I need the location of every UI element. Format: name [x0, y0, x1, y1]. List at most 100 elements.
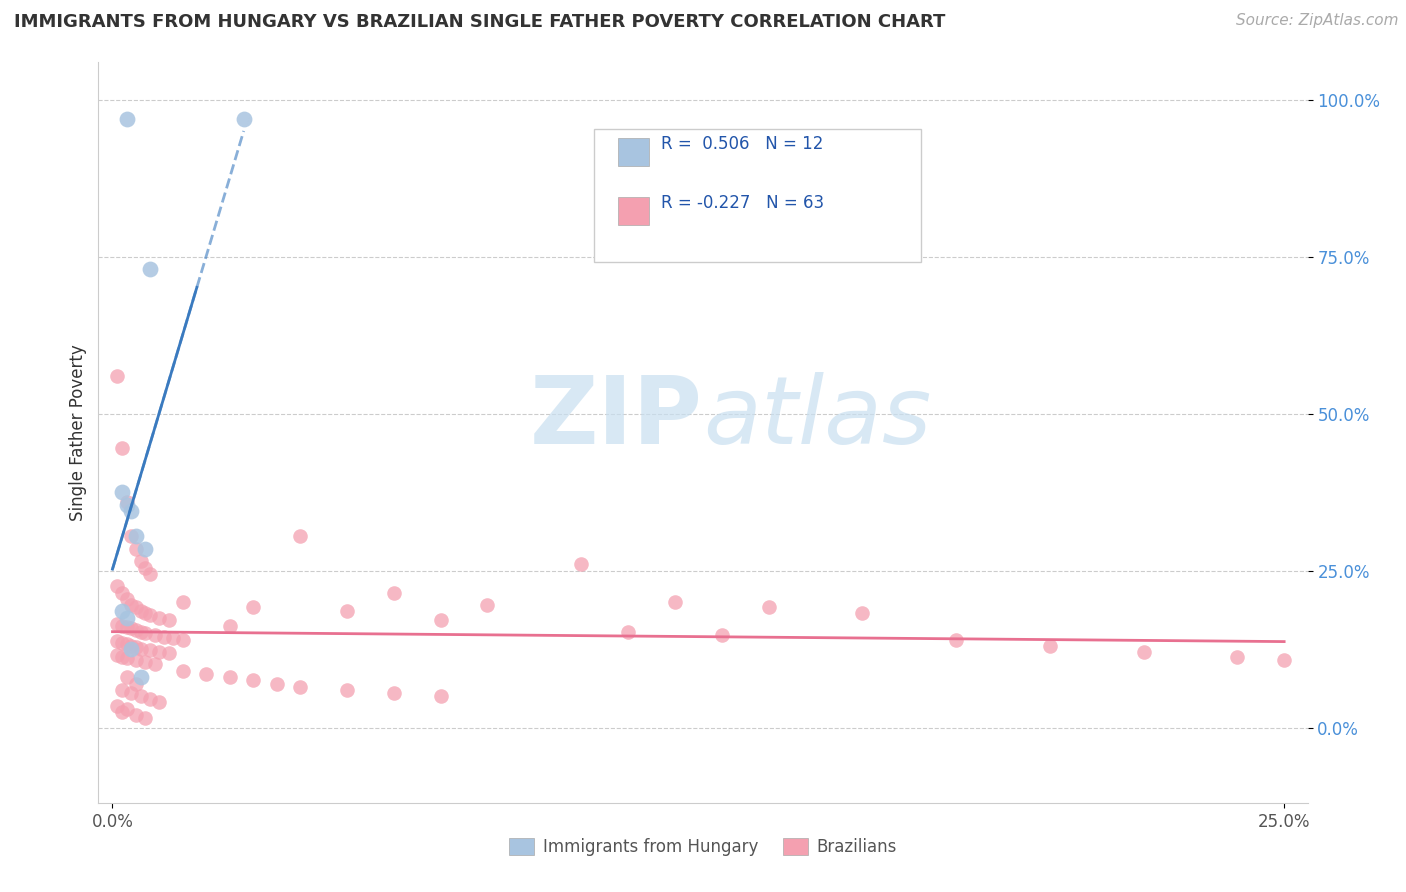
Point	[105, 579, 128, 593]
Point	[111, 585, 134, 599]
Point	[129, 625, 152, 640]
Point	[288, 680, 311, 694]
Point	[148, 645, 170, 659]
Text: Source: ZipAtlas.com: Source: ZipAtlas.com	[1236, 13, 1399, 29]
Point	[429, 613, 451, 627]
Point	[115, 494, 138, 508]
Point	[758, 600, 780, 615]
Bar	[619, 197, 648, 226]
Text: R = -0.227   N = 63: R = -0.227 N = 63	[661, 194, 824, 212]
Point	[115, 112, 138, 126]
Point	[115, 651, 138, 665]
Point	[129, 689, 152, 703]
Point	[125, 640, 148, 655]
Point	[143, 657, 166, 671]
Point	[111, 604, 134, 618]
Point	[232, 112, 254, 126]
Point	[139, 262, 162, 277]
Point	[242, 600, 264, 615]
Point	[477, 598, 499, 612]
Point	[851, 607, 873, 621]
Point	[134, 541, 156, 556]
Point	[129, 670, 152, 684]
Point	[664, 595, 686, 609]
Point	[115, 498, 138, 512]
Point	[111, 705, 134, 719]
Point	[1039, 639, 1062, 653]
Point	[134, 560, 156, 574]
Point	[120, 529, 142, 543]
Point	[710, 627, 733, 641]
Point	[134, 655, 156, 669]
Point	[120, 621, 142, 635]
Point	[134, 607, 156, 621]
Point	[139, 692, 162, 706]
Point	[115, 611, 138, 625]
Bar	[619, 137, 648, 166]
Point	[429, 689, 451, 703]
Point	[105, 698, 128, 713]
Point	[172, 632, 194, 647]
Point	[148, 695, 170, 709]
Point	[111, 442, 134, 456]
Text: ZIP: ZIP	[530, 372, 703, 464]
Point	[129, 554, 152, 568]
Point	[172, 595, 194, 609]
Point	[143, 627, 166, 641]
Point	[120, 504, 142, 518]
Text: atlas: atlas	[703, 372, 931, 463]
Point	[153, 630, 176, 644]
Point	[336, 604, 359, 618]
Point	[139, 607, 162, 622]
Point	[105, 369, 128, 384]
FancyBboxPatch shape	[595, 129, 921, 262]
Point	[129, 604, 152, 618]
Point	[111, 619, 134, 633]
Point	[1272, 653, 1295, 667]
Point	[172, 664, 194, 678]
Point	[288, 529, 311, 543]
Point	[218, 619, 240, 633]
Point	[125, 600, 148, 615]
Point	[125, 676, 148, 690]
Point	[1226, 650, 1249, 665]
Point	[105, 617, 128, 632]
Point	[945, 632, 967, 647]
Point	[382, 686, 405, 700]
Point	[120, 686, 142, 700]
Point	[336, 682, 359, 697]
Point	[111, 650, 134, 665]
Legend: Immigrants from Hungary, Brazilians: Immigrants from Hungary, Brazilians	[505, 833, 901, 861]
Point	[105, 648, 128, 663]
Point	[157, 647, 180, 661]
Point	[125, 541, 148, 556]
Point	[115, 620, 138, 634]
Point	[157, 613, 180, 627]
Point	[134, 626, 156, 640]
Point	[125, 624, 148, 638]
Point	[218, 670, 240, 684]
Point	[129, 642, 152, 657]
Point	[120, 598, 142, 612]
Point	[115, 701, 138, 715]
Point	[569, 558, 592, 572]
Text: R =  0.506   N = 12: R = 0.506 N = 12	[661, 135, 823, 153]
Point	[120, 639, 142, 653]
Text: IMMIGRANTS FROM HUNGARY VS BRAZILIAN SINGLE FATHER POVERTY CORRELATION CHART: IMMIGRANTS FROM HUNGARY VS BRAZILIAN SIN…	[14, 13, 945, 31]
Point	[162, 631, 184, 645]
Point	[139, 566, 162, 581]
Point	[105, 634, 128, 648]
Point	[139, 643, 162, 657]
Point	[125, 708, 148, 723]
Point	[111, 682, 134, 697]
Point	[148, 611, 170, 625]
Point	[115, 637, 138, 651]
Point	[111, 636, 134, 650]
Point	[617, 625, 640, 640]
Point	[115, 670, 138, 684]
Point	[125, 653, 148, 667]
Point	[134, 711, 156, 725]
Point	[111, 485, 134, 500]
Point	[266, 676, 288, 690]
Point	[115, 591, 138, 606]
